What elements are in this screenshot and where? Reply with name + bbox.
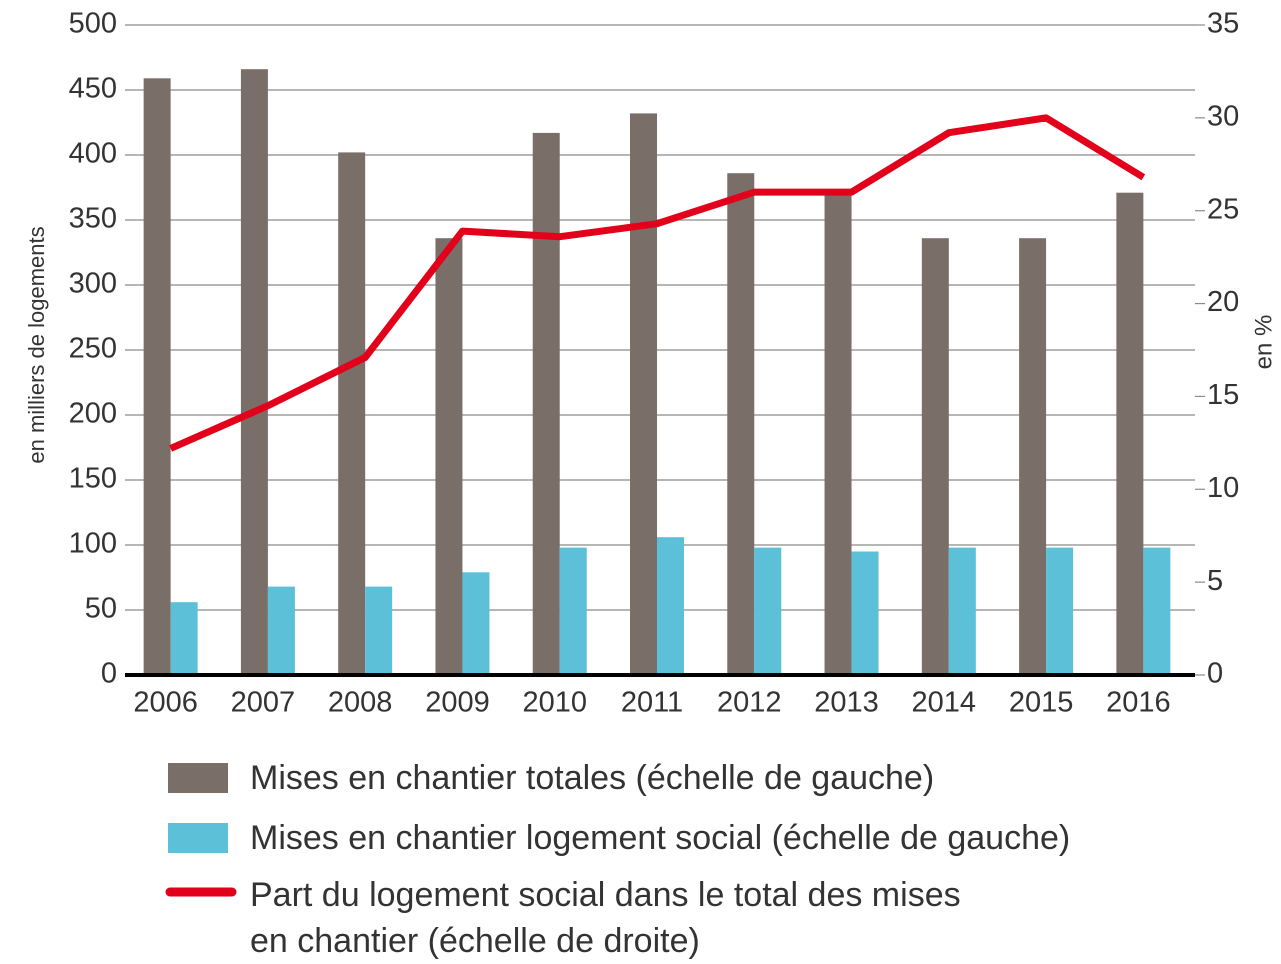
legend-swatch [168, 823, 228, 853]
bar [143, 78, 171, 676]
y-tick-label: 300 [69, 268, 117, 300]
x-tick-label: 2016 [1106, 687, 1171, 719]
bar [851, 551, 879, 675]
y2-tick-label: 0 [1207, 658, 1223, 690]
y-tick-label: 250 [69, 333, 117, 365]
bar [1143, 547, 1171, 675]
bar [532, 132, 560, 675]
bar [267, 586, 295, 675]
x-tick-label: 2007 [231, 687, 296, 719]
y2-tick-label: 35 [1207, 8, 1239, 40]
y2-tick-label: 5 [1207, 565, 1223, 597]
bar [1116, 192, 1144, 675]
y-tick-label: 50 [85, 593, 117, 625]
bar [559, 547, 587, 675]
bar [365, 586, 393, 675]
y-tick-label: 450 [69, 73, 117, 105]
y-axis-title: en milliers de logements [24, 226, 49, 463]
y2-tick-label: 15 [1207, 379, 1239, 411]
y2-tick-label: 25 [1207, 193, 1239, 225]
x-tick-label: 2009 [425, 687, 490, 719]
y2-axis-title: en % [1250, 315, 1277, 370]
x-tick-label: 2010 [522, 687, 587, 719]
y2-tick-label: 20 [1207, 286, 1239, 318]
y-tick-label: 0 [101, 658, 117, 690]
x-tick-label: 2014 [912, 687, 977, 719]
y-tick-label: 200 [69, 398, 117, 430]
y-tick-label: 150 [69, 463, 117, 495]
x-tick-label: 2012 [717, 687, 782, 719]
legend-label: Mises en chantier logement social (échel… [250, 819, 1071, 857]
bar [630, 113, 657, 675]
y-tick-label: 500 [69, 8, 117, 40]
bar [948, 547, 976, 675]
y-tick-label: 100 [69, 528, 117, 560]
bar [754, 547, 782, 675]
legend-label: Mises en chantier totales (échelle de ga… [250, 759, 935, 797]
bar [657, 537, 684, 675]
y-tick-label: 400 [69, 138, 117, 170]
bar [824, 195, 852, 676]
bar [727, 173, 755, 675]
x-tick-label: 2015 [1009, 687, 1074, 719]
y2-tick-label: 10 [1207, 472, 1239, 504]
y2-tick-label: 30 [1207, 101, 1239, 133]
line [169, 114, 1146, 452]
legend-label: Part du logement social dans le total de… [250, 876, 961, 960]
y-tick-label: 350 [69, 203, 117, 235]
bar [170, 602, 198, 675]
bar [462, 572, 490, 675]
x-tick-label: 2013 [814, 687, 879, 719]
bar [338, 152, 366, 675]
x-tick-label: 2006 [133, 687, 198, 719]
bar [240, 69, 268, 675]
bar [435, 238, 463, 675]
bar [921, 238, 949, 675]
bar [1019, 238, 1047, 675]
legend-swatch [168, 763, 228, 793]
bar [1046, 547, 1074, 675]
x-tick-label: 2011 [621, 687, 683, 719]
x-tick-label: 2008 [328, 687, 393, 719]
